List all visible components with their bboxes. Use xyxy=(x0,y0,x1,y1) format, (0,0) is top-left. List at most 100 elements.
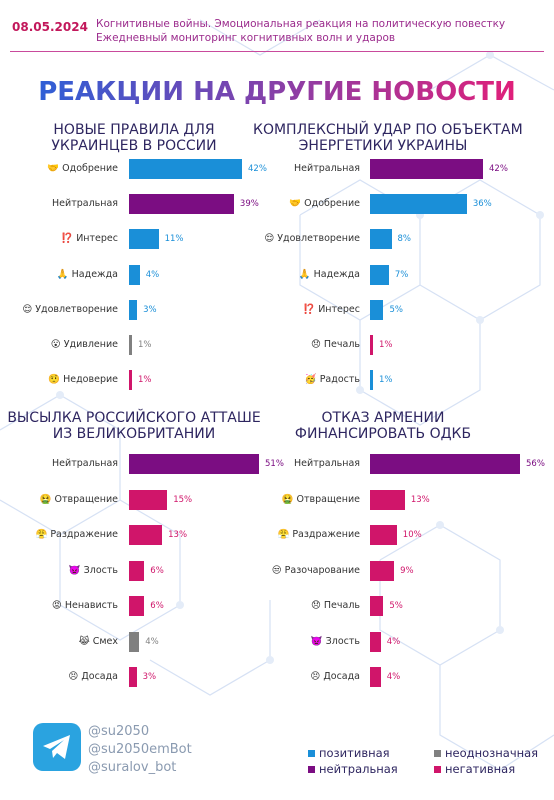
chart-4-label-печаль: 😞 Печаль xyxy=(310,600,360,611)
chart-2-bar-нейтральная xyxy=(370,159,483,179)
chart-3-value-досада: 3% xyxy=(142,672,157,682)
chart-3-label-раздражение: 😤 Раздражение xyxy=(35,529,118,540)
legend-ambiguous-label: неоднозначная xyxy=(445,746,539,760)
chart-1-bar-удовлетворение xyxy=(129,299,138,320)
chart-3-value-нейтральная: 51% xyxy=(265,459,284,469)
chart-2-label-нейтральная: Нейтральная xyxy=(294,163,360,174)
legend-positive: позитивная xyxy=(308,746,390,760)
chart-3-label-нейтральная: Нейтральная xyxy=(52,458,118,469)
chart-1-title-line-2: УКРАИНЦЕВ В РОССИИ xyxy=(51,138,217,154)
chart-3-title-line-1: ВЫСЫЛКА РОССИЙСКОГО АТТАШЕ xyxy=(7,410,261,426)
telegram-icon[interactable] xyxy=(33,723,81,771)
chart-1-value-интерес: 11% xyxy=(164,234,184,245)
chart-4-value-нейтральная: 56% xyxy=(526,459,545,469)
chart-4-title-line-1: ОТКАЗ АРМЕНИИ xyxy=(321,410,445,426)
chart-4-label-разочарование: 😒 Разочарование xyxy=(271,564,360,576)
legend-ambiguous: неоднозначная xyxy=(434,746,538,760)
chart-1-bar-нейтральная xyxy=(129,194,234,215)
chart-2-bar-надежда xyxy=(370,264,389,285)
legend-positive-label: позитивная xyxy=(319,746,390,760)
chart-1-bar-недоверие xyxy=(129,370,132,391)
chart-2-label-печаль: 😞 Печаль xyxy=(310,339,360,350)
chart-1-value-одобрение: 42% xyxy=(248,164,267,174)
chart-3-label-злость: 👿 Злость xyxy=(68,564,118,576)
legend-neutral-label: нейтральная xyxy=(319,762,398,776)
chart-2-label-удовлетворение: 😌 Удовлетворение xyxy=(264,233,360,245)
chart-2-title: КОМПЛЕКСНЫЙ УДАР ПО ОБЪЕКТАМ ЭНЕРГЕТИКИ У… xyxy=(253,122,523,154)
chart-2-value-радость: 1% xyxy=(379,375,393,386)
chart-2-bar-удовлетворение xyxy=(370,229,392,250)
chart-2-bar-радость xyxy=(370,370,373,391)
handle-suralov-bot[interactable]: @suralov_bot xyxy=(88,760,177,775)
legend-neutral: нейтральная xyxy=(308,762,398,776)
chart-1-label-надежда: 🙏 Надежда xyxy=(56,268,118,280)
chart-4-value-раздражение: 10% xyxy=(402,530,422,540)
chart-4-title: ОТКАЗ АРМЕНИИ ФИНАНСИРОВАТЬ ОДКБ xyxy=(253,410,513,442)
chart-2-value-удовлетворение: 8% xyxy=(397,234,412,245)
chart-3-label-досада: 😣 Досада xyxy=(68,671,118,682)
chart-4-value-злость: 4% xyxy=(386,636,401,647)
chart-4-label-досада: 😣 Досада xyxy=(310,671,360,682)
chart-3-title-line-2: ИЗ ВЕЛИКОБРИТАНИИ xyxy=(52,426,216,442)
chart-3-value-отвращение: 15% xyxy=(173,494,193,505)
chart-4-title-line-2: ФИНАНСИРОВАТЬ ОДКБ xyxy=(294,426,472,442)
chart-3-value-ненависть: 6% xyxy=(150,601,164,611)
chart-4-bar-печаль xyxy=(370,596,384,616)
main-title-text: РЕАКЦИИ НА ДРУГИЕ НОВОСТИ xyxy=(38,77,516,107)
chart-1-bar-интерес xyxy=(129,229,159,250)
chart-4-value-досада: 4% xyxy=(386,672,401,682)
chart-4-bar-злость xyxy=(370,631,381,652)
chart-4-value-печаль: 5% xyxy=(389,601,403,611)
legend-neutral-swatch xyxy=(308,766,315,773)
handle-su2050embot[interactable]: @su2050emBot xyxy=(88,742,192,757)
chart-4-label-злость: 👿 Злость xyxy=(310,635,360,647)
chart-3-bar-отвращение xyxy=(129,489,168,510)
chart-1-label-нейтральная: Нейтральная xyxy=(52,198,118,210)
chart-4-label-отвращение: 🤮 Отвращение xyxy=(281,493,360,505)
legend-positive-swatch xyxy=(308,750,315,757)
chart-1-value-надежда: 4% xyxy=(145,269,160,280)
legend-negative-label: негативная xyxy=(445,762,516,776)
chart-2-bar-печаль xyxy=(370,335,373,355)
report-date: 08.05.2024 xyxy=(12,20,88,34)
chart-3-bar-ненависть xyxy=(129,596,145,616)
chart-2-label-радость: 🥳 Радость xyxy=(304,374,360,386)
chart-4-bar-досада xyxy=(370,667,381,687)
chart-2-title-line-1: КОМПЛЕКСНЫЙ УДАР ПО ОБЪЕКТАМ xyxy=(253,122,523,138)
chart-1-title: НОВЫЕ ПРАВИЛА ДЛЯ УКРАИНЦЕВ В РОССИИ xyxy=(4,122,264,154)
chart-4-label-нейтральная: Нейтральная xyxy=(294,458,360,469)
chart-3-bar-нейтральная xyxy=(129,454,259,474)
chart-1-value-удовлетворение: 3% xyxy=(143,304,157,315)
chart-3-value-злость: 6% xyxy=(150,565,164,576)
chart-1-value-нейтральная: 39% xyxy=(239,199,259,210)
header-subtitle-line1: Когнитивные войны. Эмоциональная реакция… xyxy=(96,18,506,30)
chart-4-value-разочарование: 9% xyxy=(400,565,414,576)
chart-1-label-удивление: 😮 Удивление xyxy=(50,339,118,350)
chart-3-bar-досада xyxy=(129,667,137,687)
chart-2-value-нейтральная: 42% xyxy=(489,164,508,174)
chart-3-bar-смех xyxy=(129,631,140,652)
chart-2-label-одобрение: 🤝 Одобрение xyxy=(289,198,360,210)
chart-2-title-line-2: ЭНЕРГЕТИКИ УКРАИНЫ xyxy=(298,138,468,154)
header-subtitle-line2: Ежедневный мониторинг когнитивных волн и… xyxy=(96,32,396,44)
chart-4-bar-разочарование xyxy=(370,560,395,581)
chart-3-label-отвращение: 🤮 Отвращение xyxy=(39,493,118,505)
chart-4-bar-раздражение xyxy=(370,525,397,545)
chart-4-bar-отвращение xyxy=(370,489,405,510)
chart-2-label-надежда: 🙏 Надежда xyxy=(298,268,360,280)
chart-1-bar-надежда xyxy=(129,264,140,285)
chart-1-label-одобрение: 🤝 Одобрение xyxy=(47,163,118,174)
chart-3-bar-раздражение xyxy=(129,525,163,545)
chart-2-value-печаль: 1% xyxy=(379,340,393,350)
chart-1-value-удивление: 1% xyxy=(138,340,152,350)
chart-1-label-недоверие: 🤨 Недоверие xyxy=(48,374,118,386)
legend-negative-swatch xyxy=(434,766,441,773)
chart-2-bar-интерес xyxy=(370,299,384,320)
chart-1-label-интерес: ⁉️ Интерес xyxy=(61,233,118,245)
legend-ambiguous-swatch xyxy=(434,750,441,757)
legend-negative: негативная xyxy=(434,762,515,776)
handle-su2050[interactable]: @su2050 xyxy=(88,724,150,739)
chart-2-value-интерес: 5% xyxy=(389,304,403,315)
chart-2-bar-одобрение xyxy=(370,194,467,215)
